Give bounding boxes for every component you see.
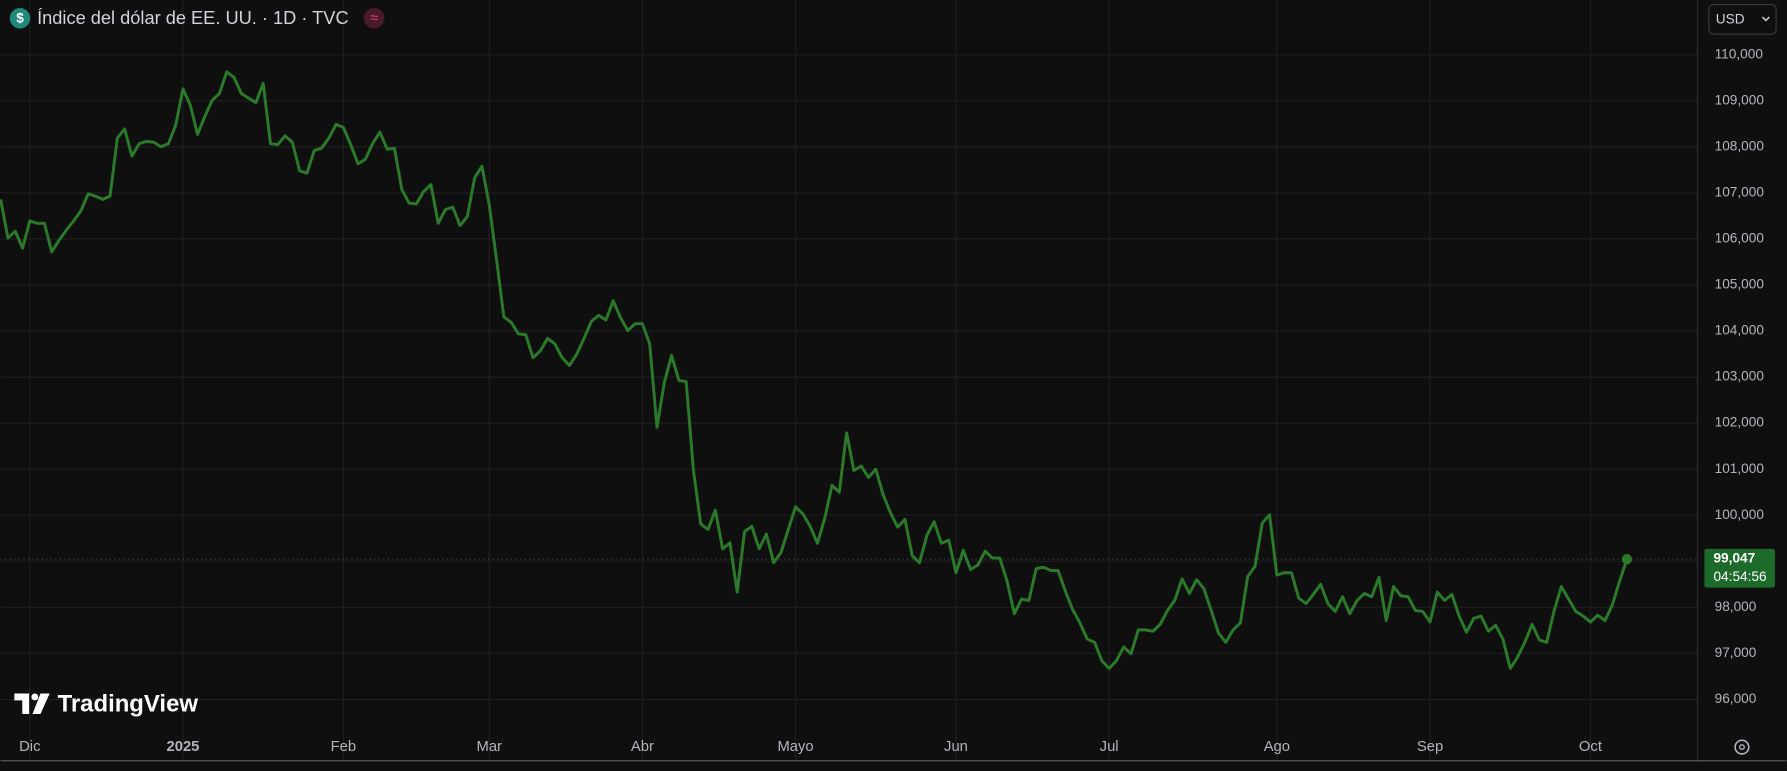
logo-shape xyxy=(31,693,39,701)
y-tick-label: 98,000 xyxy=(1715,599,1757,614)
symbol-icon-bg xyxy=(9,7,31,29)
status-icon[interactable]: ≈ xyxy=(370,11,378,27)
status-icon-bg[interactable] xyxy=(363,7,385,29)
x-tick-label: 2025 xyxy=(167,739,200,755)
settings-gear[interactable] xyxy=(1734,739,1750,755)
y-tick-label: 109,000 xyxy=(1715,92,1765,107)
logo-shape xyxy=(32,693,50,715)
currency-label[interactable]: USD xyxy=(1716,12,1745,27)
x-tick-label: Abr xyxy=(631,739,654,755)
tv-logo xyxy=(14,693,50,715)
x-tick-label: Oct xyxy=(1579,739,1602,755)
plot xyxy=(0,70,1633,671)
y-tick-label: 97,000 xyxy=(1715,645,1757,660)
watermark: TradingView xyxy=(58,690,199,717)
x-tick-label: Feb xyxy=(331,739,357,755)
countdown: 04:54:56 xyxy=(1713,569,1766,584)
symbol-icon: $ xyxy=(16,10,24,25)
grid xyxy=(0,0,1698,761)
x-tick-label: Dic xyxy=(19,739,41,755)
y-tick-label: 101,000 xyxy=(1715,461,1765,476)
y-tick-label: 106,000 xyxy=(1715,231,1765,246)
y-tick-label: 103,000 xyxy=(1715,369,1765,384)
y-tick-label: 100,000 xyxy=(1715,507,1765,522)
labels: 96,00097,00098,00099,000100,000101,00010… xyxy=(19,46,1775,755)
y-tick-label: 105,000 xyxy=(1715,277,1765,292)
settings-icon[interactable] xyxy=(1734,739,1750,755)
x-tick-label: Sep xyxy=(1417,739,1443,755)
y-tick-label: 104,000 xyxy=(1715,323,1765,338)
x-tick-label: Mar xyxy=(477,739,503,755)
y-tick-label: 108,000 xyxy=(1715,138,1765,153)
price-line xyxy=(0,70,1629,671)
x-tick-label: Mayo xyxy=(777,739,813,755)
currency-chevron[interactable] xyxy=(1761,16,1770,22)
x-tick-label: Jul xyxy=(1100,739,1119,755)
y-tick-label: 102,000 xyxy=(1715,415,1765,430)
currency-button[interactable] xyxy=(1708,3,1777,35)
y-tick-label: 107,000 xyxy=(1715,185,1765,200)
settings-gear-center[interactable] xyxy=(1738,744,1745,751)
x-tick-label: Jun xyxy=(944,739,968,755)
last-price-label: 99,047 xyxy=(1713,551,1755,566)
y-tick-label: 96,000 xyxy=(1715,691,1757,706)
chart-title: Índice del dólar de EE. UU. · 1D · TVC xyxy=(37,8,349,28)
y-tick-label: 110,000 xyxy=(1715,46,1764,61)
x-tick-label: Ago xyxy=(1264,739,1290,755)
logo-shape xyxy=(14,693,30,715)
last-point xyxy=(1621,553,1633,565)
last-price-badge xyxy=(1704,548,1775,588)
